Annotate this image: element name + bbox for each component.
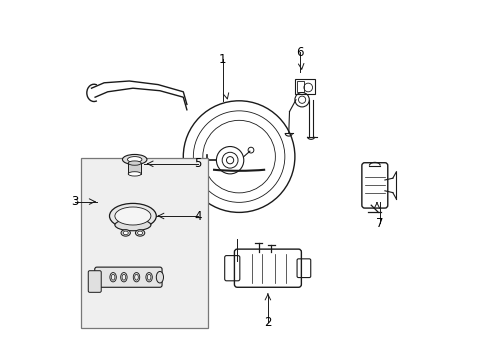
Ellipse shape — [122, 154, 146, 165]
Ellipse shape — [111, 274, 115, 280]
Ellipse shape — [135, 230, 144, 236]
Ellipse shape — [156, 271, 163, 283]
Bar — [294, 79, 314, 94]
Ellipse shape — [121, 230, 130, 236]
Text: 6: 6 — [296, 46, 304, 59]
Ellipse shape — [145, 273, 152, 282]
Ellipse shape — [128, 172, 141, 176]
Ellipse shape — [122, 274, 125, 280]
Ellipse shape — [128, 161, 141, 165]
Ellipse shape — [134, 274, 138, 280]
Ellipse shape — [115, 207, 151, 225]
Text: 1: 1 — [219, 53, 226, 66]
Ellipse shape — [123, 231, 128, 235]
Text: 5: 5 — [194, 157, 201, 170]
Text: 7: 7 — [375, 217, 383, 230]
Bar — [128, 163, 141, 174]
Ellipse shape — [137, 231, 142, 235]
Ellipse shape — [115, 219, 151, 231]
Text: 4: 4 — [194, 210, 201, 222]
Bar — [297, 81, 303, 92]
Bar — [81, 158, 208, 328]
Ellipse shape — [121, 273, 127, 282]
FancyBboxPatch shape — [95, 267, 162, 287]
Ellipse shape — [109, 203, 156, 229]
Text: 2: 2 — [264, 316, 271, 329]
Ellipse shape — [133, 273, 140, 282]
Ellipse shape — [127, 157, 142, 162]
Ellipse shape — [147, 274, 151, 280]
Ellipse shape — [110, 273, 116, 282]
Text: 3: 3 — [71, 195, 78, 208]
FancyBboxPatch shape — [88, 271, 101, 292]
